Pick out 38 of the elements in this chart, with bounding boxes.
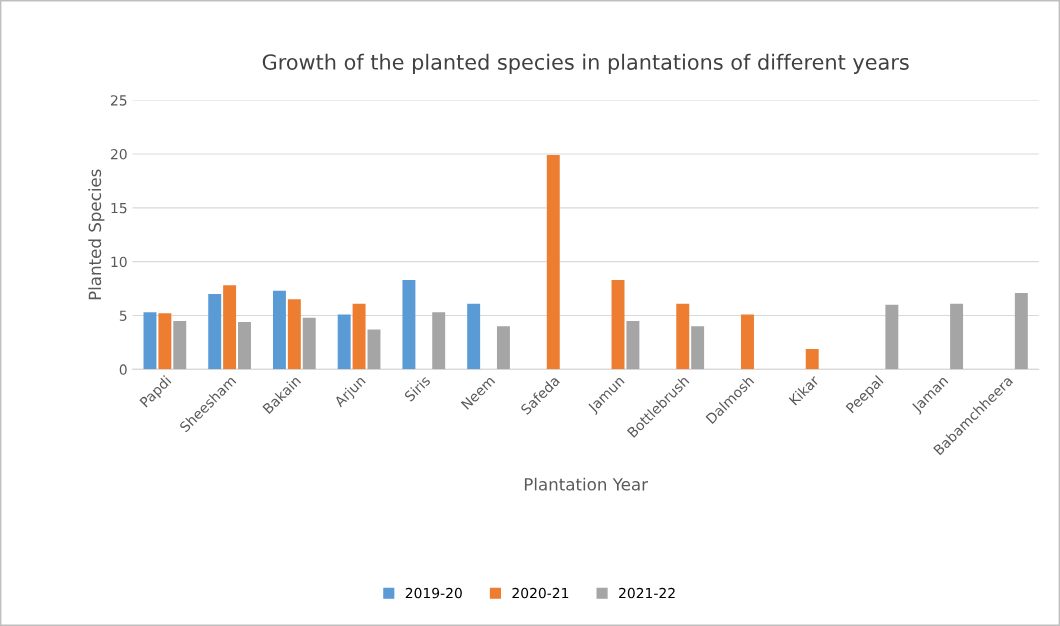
bar	[676, 303, 690, 370]
y-tick-label: 0	[119, 364, 127, 375]
bar	[741, 314, 754, 370]
y-tick-label: 5	[119, 310, 127, 321]
y-axis-title: Planted Species	[88, 169, 105, 300]
legend-label: 2020-21	[512, 587, 569, 599]
bar	[238, 321, 251, 370]
bar	[287, 299, 301, 370]
bar	[546, 155, 560, 370]
bar	[691, 326, 705, 370]
bar	[173, 320, 187, 370]
bar	[223, 285, 237, 370]
bar	[496, 326, 510, 370]
legend-label: 2021-22	[619, 587, 675, 599]
y-tick-label: 10	[111, 256, 127, 268]
bar	[143, 312, 157, 370]
bar	[272, 290, 286, 370]
chart-title: Growth of the planted species in plantations of different years	[262, 53, 909, 74]
bar	[302, 317, 316, 370]
bar	[158, 313, 172, 370]
bar	[402, 279, 416, 370]
bar	[208, 293, 222, 370]
legend-label: 2019-20	[405, 587, 462, 599]
bar	[805, 348, 819, 370]
bar	[950, 303, 964, 370]
bar	[352, 303, 366, 370]
y-tick-label: 15	[111, 202, 127, 214]
bar	[367, 329, 381, 370]
bar	[626, 320, 640, 370]
bar	[467, 303, 481, 370]
bar	[432, 312, 446, 370]
bar	[611, 279, 625, 370]
bar	[337, 314, 351, 370]
y-tick-label: 25	[110, 95, 127, 106]
bar	[885, 304, 899, 370]
y-tick-label: 20	[110, 148, 127, 160]
x-axis-title: Plantation Year	[524, 477, 649, 491]
bar	[1014, 292, 1028, 370]
